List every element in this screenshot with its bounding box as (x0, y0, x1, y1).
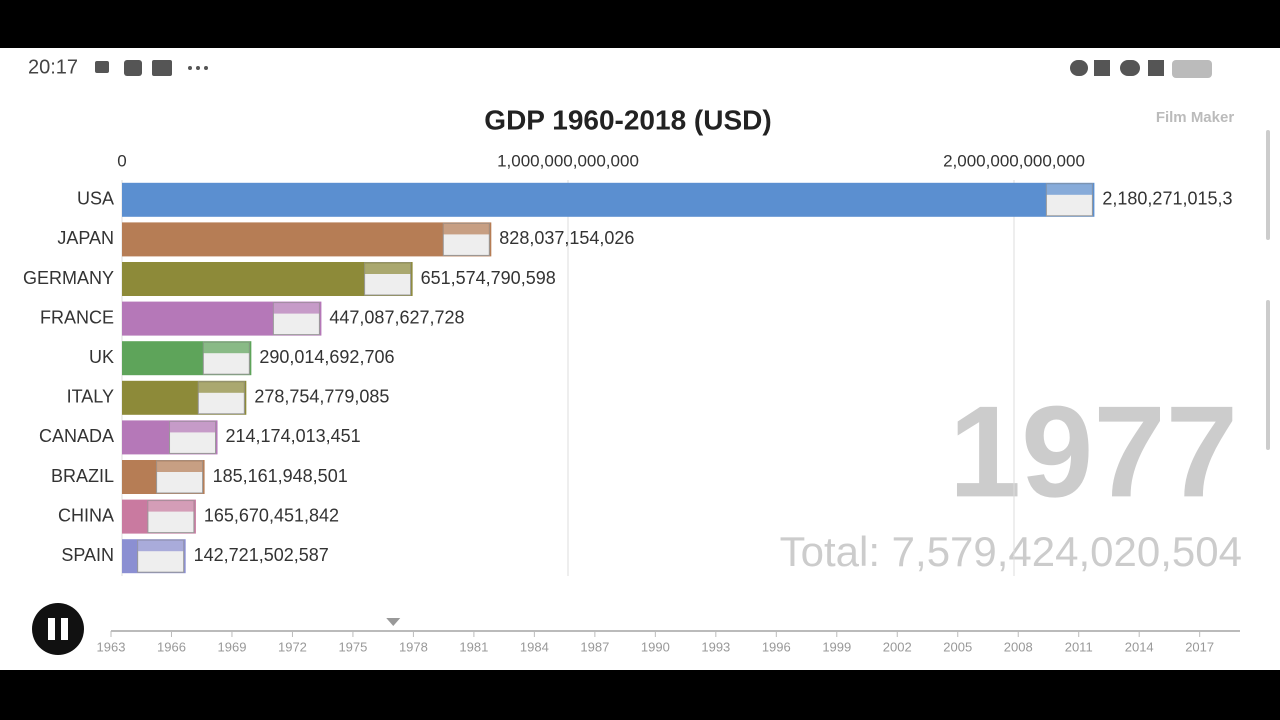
flag-stripe (443, 223, 490, 235)
timeline-label: 1978 (399, 639, 428, 654)
bar (122, 182, 1095, 217)
value-label: 828,037,154,026 (499, 228, 634, 248)
value-label: 278,754,779,085 (254, 387, 389, 407)
status-time: 20:17 (28, 56, 78, 78)
y-tick-label: BRAZIL (51, 466, 114, 486)
timeline-label: 1963 (97, 639, 126, 654)
x-tick-label: 1,000,000,000,000 (497, 151, 639, 170)
timeline-label: 1981 (459, 639, 488, 654)
total-label: Total: 7,579,424,020,504 (780, 528, 1242, 575)
scrollbar (1266, 300, 1270, 450)
timeline-label: 2005 (943, 639, 972, 654)
flag-stripe (147, 500, 194, 512)
x-tick-label: 0 (117, 151, 126, 170)
chart-title: GDP 1960-2018 (USD) (484, 104, 771, 135)
pause-icon (61, 618, 68, 640)
y-tick-label: CHINA (58, 505, 114, 525)
year-label: 1977 (949, 378, 1238, 524)
timeline-label: 1990 (641, 639, 670, 654)
flag-stripe (198, 381, 245, 393)
timeline-label: 1975 (338, 639, 367, 654)
x-tick-label: 2,000,000,000,000 (943, 151, 1085, 170)
timeline-marker (386, 618, 401, 626)
value-label: 165,670,451,842 (204, 505, 339, 525)
y-tick-label: UK (89, 347, 114, 367)
y-tick-label: ITALY (67, 387, 114, 407)
scrollbar (1266, 130, 1270, 240)
y-tick-label: FRANCE (40, 307, 114, 327)
value-label: 651,574,790,598 (421, 268, 556, 288)
bar (122, 222, 492, 257)
timeline-label: 1969 (218, 639, 247, 654)
flag-stripe (137, 540, 184, 552)
watermark: Film Maker (1156, 109, 1235, 126)
status-icons (95, 60, 1212, 78)
timeline-label: 1987 (580, 639, 609, 654)
timeline-label: 1993 (701, 639, 730, 654)
y-tick-label: CANADA (39, 426, 114, 446)
timeline-label: 2011 (1065, 639, 1093, 654)
y-tick-label: GERMANY (23, 268, 114, 288)
value-label: 185,161,948,501 (213, 466, 348, 486)
timeline-label: 1996 (762, 639, 791, 654)
timeline-label: 1999 (822, 639, 851, 654)
value-label: 2,180,271,015,3 (1102, 189, 1232, 209)
flag-stripe (203, 342, 250, 354)
value-label: 447,087,627,728 (329, 307, 464, 327)
timeline-label: 1966 (157, 639, 186, 654)
timeline-label: 2017 (1185, 639, 1214, 654)
pause-icon (48, 618, 55, 640)
timeline-label: 2002 (883, 639, 912, 654)
timeline-label: 1984 (520, 639, 549, 654)
value-label: 214,174,013,451 (226, 426, 361, 446)
flag-stripe (1046, 183, 1093, 195)
flag-stripe (169, 421, 216, 433)
value-label: 290,014,692,706 (259, 347, 394, 367)
y-tick-label: JAPAN (57, 228, 114, 248)
y-tick-label: SPAIN (61, 545, 114, 565)
pause-button[interactable] (32, 603, 84, 655)
timeline-label: 1972 (278, 639, 307, 654)
flag-stripe (273, 302, 320, 314)
flag-stripe (364, 263, 411, 274)
flag-stripe (156, 461, 203, 472)
y-tick-label: USA (77, 189, 114, 209)
timeline-label: 2014 (1125, 639, 1154, 654)
timeline-label: 2008 (1004, 639, 1033, 654)
value-label: 142,721,502,587 (194, 545, 329, 565)
